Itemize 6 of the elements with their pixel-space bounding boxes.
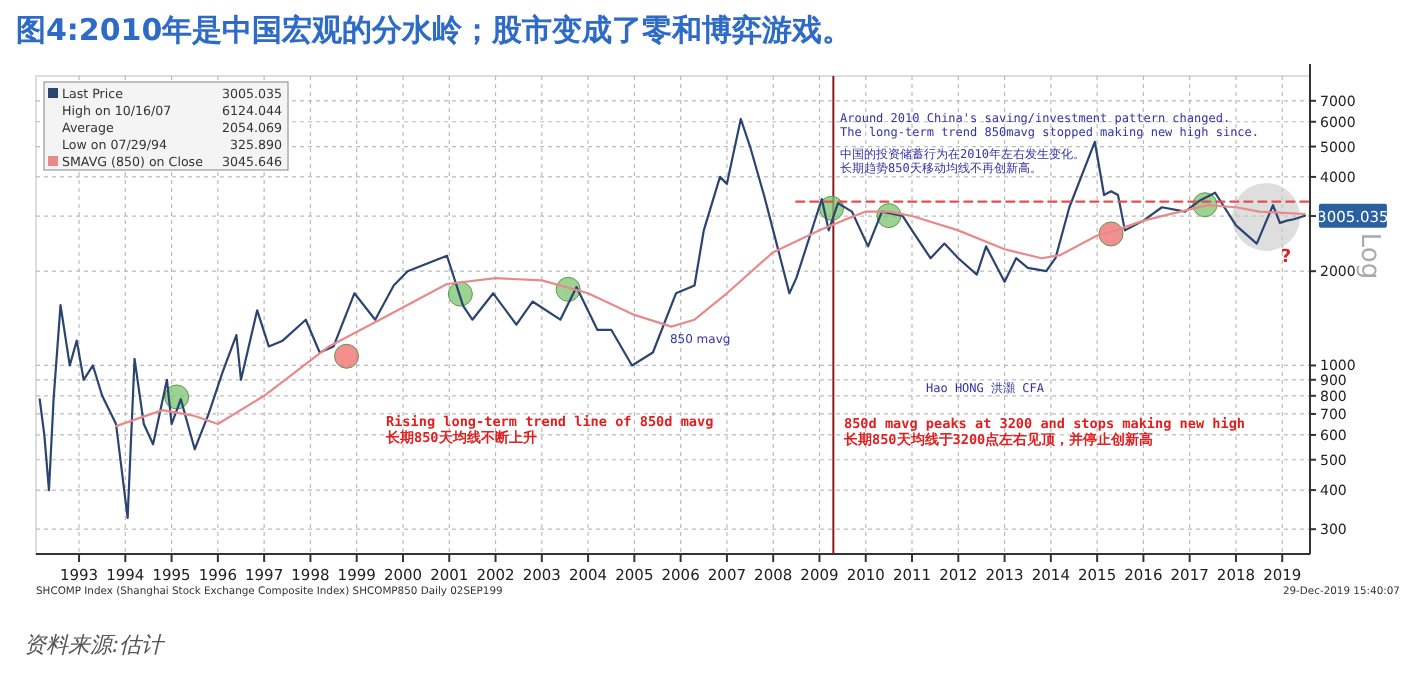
chart-title: 图4:2010年是中国宏观的分水岭；股市变成了零和博弈游戏。: [16, 12, 853, 48]
point: [334, 343, 360, 369]
line-series: [38, 117, 1306, 519]
annotation: ?: [1280, 248, 1292, 268]
y-axis-title: Log: [1354, 232, 1384, 280]
text: 资料来源:估计: [24, 632, 168, 658]
